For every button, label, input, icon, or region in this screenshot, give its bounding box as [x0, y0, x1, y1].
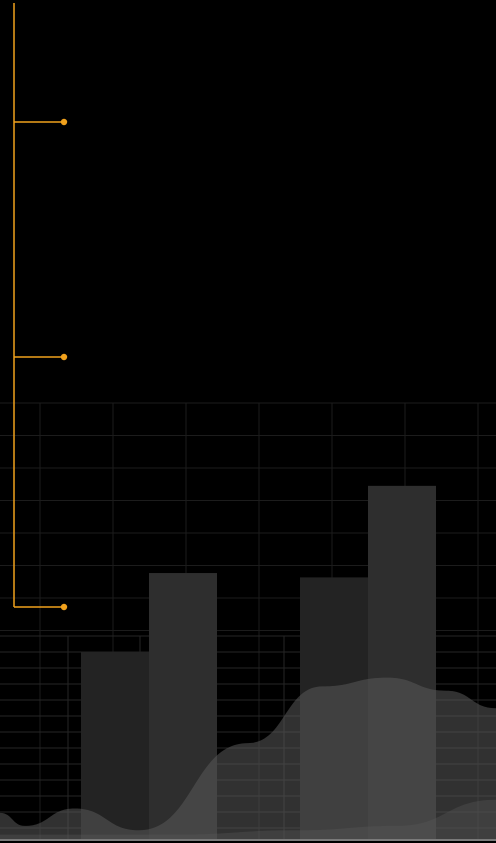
timeline-marker-dot: [60, 118, 68, 126]
timeline-marker-dot: [60, 603, 68, 611]
area-series: [0, 677, 496, 839]
timeline-marker-dot: [60, 353, 68, 361]
timeline-connector: [13, 3, 68, 611]
area-primary: [0, 677, 496, 839]
bar: [81, 651, 149, 839]
